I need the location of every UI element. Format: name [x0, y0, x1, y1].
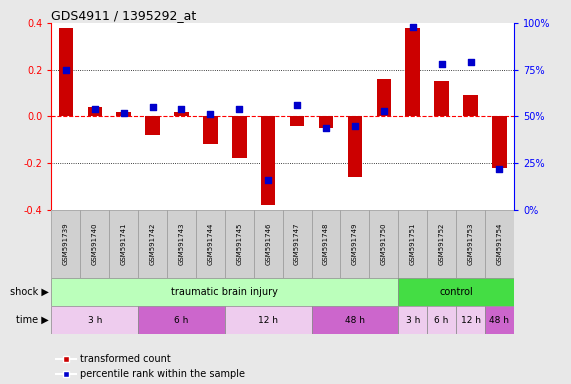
Bar — [319, 116, 333, 128]
Bar — [196, 210, 225, 278]
Point — [90, 106, 99, 112]
Text: 3 h: 3 h — [405, 316, 420, 324]
Text: GSM591750: GSM591750 — [381, 223, 387, 265]
Text: traumatic brain injury: traumatic brain injury — [171, 287, 278, 297]
Text: GSM591754: GSM591754 — [496, 223, 502, 265]
Bar — [51, 210, 81, 278]
Bar — [340, 210, 369, 278]
Point — [148, 104, 157, 110]
Text: GSM591749: GSM591749 — [352, 223, 358, 265]
Text: GSM591752: GSM591752 — [439, 223, 445, 265]
Point — [351, 122, 360, 129]
Bar — [492, 116, 506, 168]
Bar — [312, 306, 399, 334]
Bar — [435, 81, 449, 116]
Bar — [456, 210, 485, 278]
Bar — [399, 278, 514, 306]
Bar — [290, 116, 304, 126]
Text: GDS4911 / 1395292_at: GDS4911 / 1395292_at — [51, 9, 196, 22]
Bar — [427, 210, 456, 278]
Bar — [456, 306, 485, 334]
Text: 48 h: 48 h — [345, 316, 365, 324]
Bar — [485, 306, 514, 334]
Bar — [283, 210, 312, 278]
Point — [408, 24, 417, 30]
Point — [495, 166, 504, 172]
Bar — [138, 210, 167, 278]
Text: 12 h: 12 h — [461, 316, 481, 324]
Bar — [203, 116, 218, 144]
Point — [321, 124, 331, 131]
Bar — [81, 210, 109, 278]
Bar — [116, 112, 131, 116]
Text: 12 h: 12 h — [258, 316, 278, 324]
Bar — [146, 116, 160, 135]
Text: 6 h: 6 h — [174, 316, 188, 324]
Bar — [87, 107, 102, 116]
Bar — [405, 28, 420, 116]
Bar — [348, 116, 362, 177]
Text: GSM591745: GSM591745 — [236, 223, 242, 265]
Text: GSM591741: GSM591741 — [120, 223, 127, 265]
Text: GSM591747: GSM591747 — [294, 223, 300, 265]
Text: GSM591748: GSM591748 — [323, 223, 329, 265]
Bar — [225, 306, 312, 334]
Bar — [59, 28, 73, 116]
Bar — [312, 210, 340, 278]
Bar — [399, 210, 427, 278]
Bar — [167, 210, 196, 278]
Point — [235, 106, 244, 112]
Bar — [463, 95, 478, 116]
Bar — [51, 306, 138, 334]
Text: 6 h: 6 h — [435, 316, 449, 324]
Point — [379, 108, 388, 114]
Bar — [174, 112, 188, 116]
Bar — [254, 210, 283, 278]
Text: GSM591743: GSM591743 — [179, 223, 184, 265]
Text: 3 h: 3 h — [87, 316, 102, 324]
Bar — [427, 306, 456, 334]
Text: GSM591753: GSM591753 — [468, 223, 473, 265]
Point — [466, 59, 475, 65]
Text: control: control — [439, 287, 473, 297]
Point — [119, 109, 128, 116]
Bar — [399, 306, 427, 334]
Text: time ▶: time ▶ — [16, 315, 49, 325]
Bar — [109, 210, 138, 278]
Point — [177, 106, 186, 112]
Text: 48 h: 48 h — [489, 316, 509, 324]
Text: GSM591746: GSM591746 — [265, 223, 271, 265]
Bar — [369, 210, 399, 278]
Text: GSM591744: GSM591744 — [207, 223, 214, 265]
Bar — [485, 210, 514, 278]
Bar — [225, 210, 254, 278]
Bar — [138, 306, 225, 334]
Bar — [232, 116, 247, 158]
Text: shock ▶: shock ▶ — [10, 287, 49, 297]
Legend: transformed count, percentile rank within the sample: transformed count, percentile rank withi… — [57, 354, 244, 379]
Text: GSM591751: GSM591751 — [410, 223, 416, 265]
Bar — [51, 278, 399, 306]
Point — [264, 177, 273, 183]
Bar — [261, 116, 275, 205]
Point — [206, 111, 215, 118]
Point — [292, 102, 301, 108]
Text: GSM591740: GSM591740 — [92, 223, 98, 265]
Point — [61, 67, 70, 73]
Point — [437, 61, 446, 67]
Text: GSM591742: GSM591742 — [150, 223, 155, 265]
Bar — [377, 79, 391, 116]
Text: GSM591739: GSM591739 — [63, 223, 69, 265]
